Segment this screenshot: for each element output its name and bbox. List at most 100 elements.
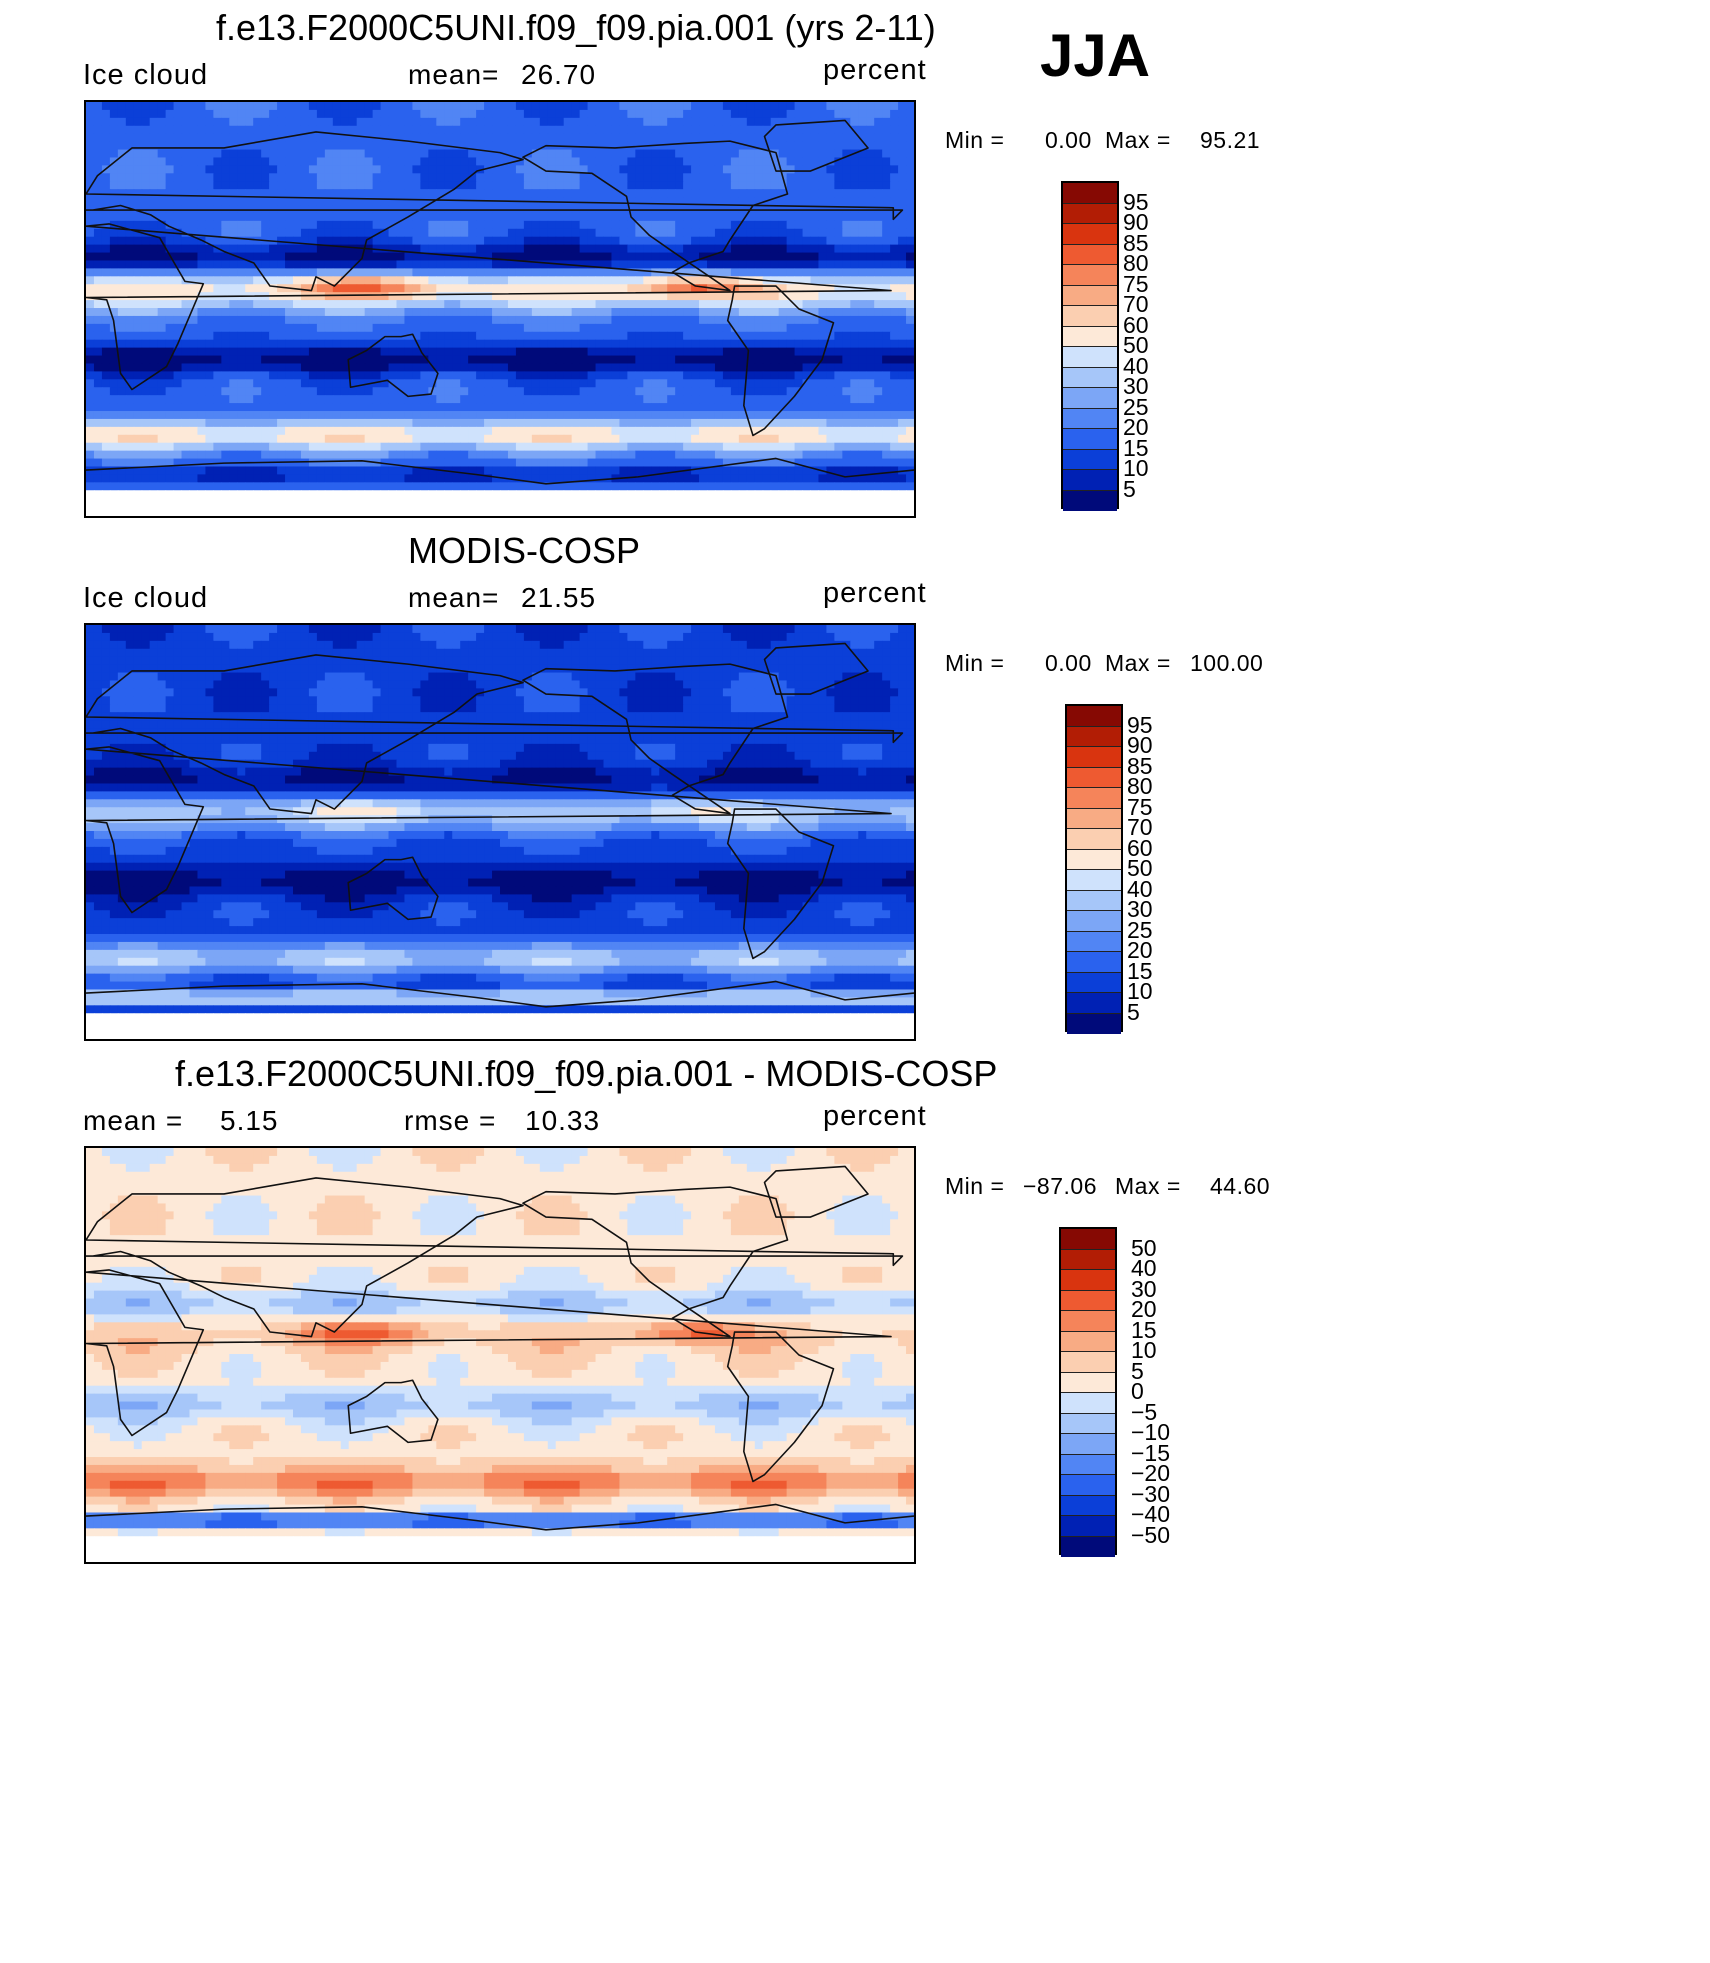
colorbar-tick-label: 5 <box>1131 1357 1144 1384</box>
panel-2-max-value: 100.00 <box>1190 650 1264 676</box>
colorbar-swatch <box>1061 1372 1115 1393</box>
colorbar-tick-label: 40 <box>1127 875 1153 902</box>
colorbar-tick-label: −30 <box>1131 1480 1171 1507</box>
colorbar-tick-label: 25 <box>1127 916 1153 943</box>
coastline <box>86 223 892 391</box>
colorbar-swatch <box>1067 1013 1121 1034</box>
colorbar-swatch <box>1063 429 1117 450</box>
colorbar-swatch <box>1063 326 1117 347</box>
panel-1-min-label: Min = <box>945 127 1005 153</box>
colorbar-swatch <box>1063 347 1117 368</box>
panel-3-map-svg <box>86 1148 914 1562</box>
colorbar-tick-label: 15 <box>1123 434 1149 461</box>
colorbar-tick-label: −20 <box>1131 1460 1171 1486</box>
panel-3-mean-label: mean = <box>83 1105 184 1136</box>
colorbar-tick-label: −5 <box>1131 1398 1158 1425</box>
coastline <box>86 654 904 815</box>
colorbar-swatch <box>1061 1229 1115 1250</box>
coastline-layer <box>86 642 914 1008</box>
panel-1-variable-label: Ice cloud <box>83 59 209 91</box>
panel-2-map-svg <box>86 625 914 1039</box>
colorbar-tick-label: 75 <box>1123 270 1149 297</box>
coastline <box>86 980 914 1008</box>
colorbar-swatch <box>1061 1516 1115 1537</box>
colorbar-tick-label: 50 <box>1127 855 1153 881</box>
colorbar-swatch <box>1063 285 1117 306</box>
panel-3-units: percent <box>823 1100 927 1132</box>
field-cells <box>86 102 914 516</box>
colorbar-tick-label: 0 <box>1131 1378 1144 1404</box>
coastline <box>347 856 439 921</box>
panel-2-map <box>84 623 916 1041</box>
panel-1-mean-label: mean= <box>408 59 500 90</box>
coastline <box>763 642 869 695</box>
field-cells <box>86 625 914 1039</box>
panel-3-max-value: 44.60 <box>1210 1173 1271 1199</box>
panel-2-mean-label: mean= <box>408 582 500 613</box>
colorbar-tick-label: 95 <box>1123 188 1149 215</box>
colorbar-tick-label: 90 <box>1123 209 1149 235</box>
colorbar-swatch <box>1063 367 1117 388</box>
panel-1-colorbar <box>1061 181 1119 511</box>
colorbar-swatch <box>1063 244 1117 265</box>
colorbar-tick-label: −10 <box>1131 1419 1171 1445</box>
colorbar-tick-label: −50 <box>1131 1521 1171 1548</box>
coastline <box>763 1165 869 1218</box>
panel-2-colorbar <box>1065 704 1123 1034</box>
colorbar-swatch <box>1061 1393 1115 1414</box>
panel-2-min-label: Min = <box>945 650 1005 676</box>
colorbar-tick-label: −40 <box>1131 1501 1171 1527</box>
panel-2-title: MODIS-COSP <box>408 530 641 571</box>
colorbar-swatch <box>1061 1331 1115 1352</box>
panel-2-units: percent <box>823 577 927 609</box>
panel-3-min-label: Min = <box>945 1173 1005 1199</box>
coastline <box>86 457 914 485</box>
colorbar-swatch <box>1061 1434 1115 1455</box>
colorbar-tick-label: 15 <box>1131 1316 1157 1343</box>
panel-2-min-value: 0.00 <box>1045 650 1092 676</box>
coastline <box>726 1331 835 1483</box>
colorbar-swatch <box>1061 1454 1115 1475</box>
colorbar-tick-label: 40 <box>1131 1255 1157 1281</box>
colorbar-tick-label: 75 <box>1127 793 1153 820</box>
coastline <box>86 746 892 914</box>
panel-3-map <box>84 1146 916 1564</box>
colorbar-swatch <box>1061 1290 1115 1311</box>
colorbar-tick-label: 80 <box>1127 773 1153 799</box>
colorbar-tick-label: 20 <box>1123 414 1149 440</box>
coastline <box>726 285 835 437</box>
colorbar-swatch <box>1067 849 1121 870</box>
panel-1-map <box>84 100 916 518</box>
colorbar-swatch <box>1061 1249 1115 1270</box>
panel-2-max-label: Max = <box>1105 650 1171 676</box>
colorbar-tick-label: 60 <box>1127 834 1153 861</box>
colorbar-tick-label: 50 <box>1123 332 1149 358</box>
colorbar-swatch <box>1067 706 1121 727</box>
colorbar-tick-label: 30 <box>1123 373 1149 399</box>
panel-3-title: f.e13.F2000C5UNI.f09_f09.pia.001 - MODIS… <box>175 1053 998 1094</box>
colorbar-tick-label: 70 <box>1123 291 1149 317</box>
colorbar-tick-label: 70 <box>1127 814 1153 840</box>
panel-1-units: percent <box>823 54 927 86</box>
colorbar-tick-label: 40 <box>1123 352 1149 379</box>
colorbar-swatch <box>1063 490 1117 511</box>
colorbar-tick-label: 30 <box>1131 1275 1157 1302</box>
coastline <box>347 1379 439 1444</box>
colorbar-swatch <box>1063 203 1117 224</box>
panel-3-colorbar <box>1059 1227 1117 1557</box>
colorbar-swatch <box>1067 931 1121 952</box>
colorbar-tick-label: 85 <box>1127 752 1153 779</box>
colorbar-swatch <box>1067 890 1121 911</box>
panel-1-mean-value: 26.70 <box>521 59 597 90</box>
colorbar-tick-label: 15 <box>1127 957 1153 984</box>
colorbar-swatch <box>1067 808 1121 829</box>
colorbar-swatch <box>1061 1413 1115 1434</box>
panel-1-min-value: 0.00 <box>1045 127 1092 153</box>
panel-1-map-svg <box>86 102 914 516</box>
coastline <box>86 1503 914 1531</box>
panel-1-max-value: 95.21 <box>1200 127 1261 153</box>
panel-3-rmse-value: 10.33 <box>525 1105 601 1136</box>
colorbar-swatch <box>1061 1475 1115 1496</box>
coastline <box>522 140 789 292</box>
colorbar-swatch <box>1067 788 1121 809</box>
